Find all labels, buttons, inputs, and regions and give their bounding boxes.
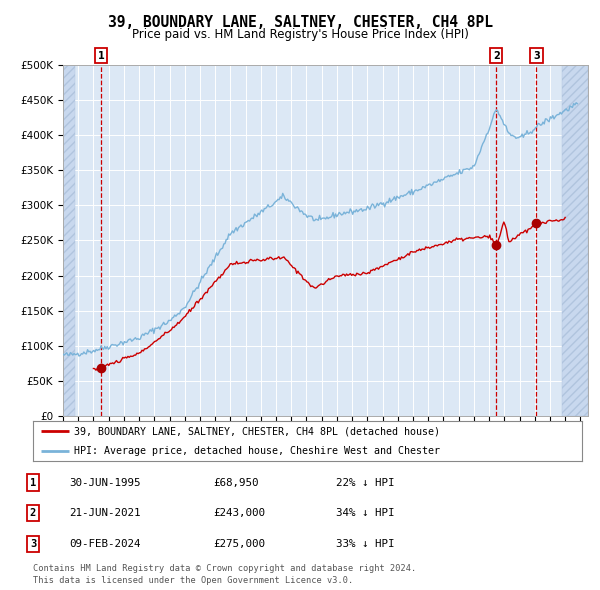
Text: £243,000: £243,000 — [213, 509, 265, 518]
Bar — [562, 65, 588, 416]
Text: 09-FEB-2024: 09-FEB-2024 — [69, 539, 140, 549]
Text: 22% ↓ HPI: 22% ↓ HPI — [336, 478, 395, 487]
Bar — [63, 65, 75, 416]
Text: 21-JUN-2021: 21-JUN-2021 — [69, 509, 140, 518]
Text: 1: 1 — [30, 478, 36, 487]
Text: 39, BOUNDARY LANE, SALTNEY, CHESTER, CH4 8PL: 39, BOUNDARY LANE, SALTNEY, CHESTER, CH4… — [107, 15, 493, 30]
Text: 39, BOUNDARY LANE, SALTNEY, CHESTER, CH4 8PL (detached house): 39, BOUNDARY LANE, SALTNEY, CHESTER, CH4… — [74, 427, 440, 436]
Text: 33% ↓ HPI: 33% ↓ HPI — [336, 539, 395, 549]
Text: 3: 3 — [30, 539, 36, 549]
Text: £68,950: £68,950 — [213, 478, 259, 487]
Text: 1: 1 — [98, 51, 104, 61]
Text: £275,000: £275,000 — [213, 539, 265, 549]
Text: Contains HM Land Registry data © Crown copyright and database right 2024.
This d: Contains HM Land Registry data © Crown c… — [33, 565, 416, 585]
Text: 2: 2 — [30, 509, 36, 518]
Text: 3: 3 — [533, 51, 540, 61]
Text: 34% ↓ HPI: 34% ↓ HPI — [336, 509, 395, 518]
Text: Price paid vs. HM Land Registry's House Price Index (HPI): Price paid vs. HM Land Registry's House … — [131, 28, 469, 41]
Text: HPI: Average price, detached house, Cheshire West and Chester: HPI: Average price, detached house, Ches… — [74, 447, 440, 456]
Text: 30-JUN-1995: 30-JUN-1995 — [69, 478, 140, 487]
Text: 2: 2 — [493, 51, 500, 61]
